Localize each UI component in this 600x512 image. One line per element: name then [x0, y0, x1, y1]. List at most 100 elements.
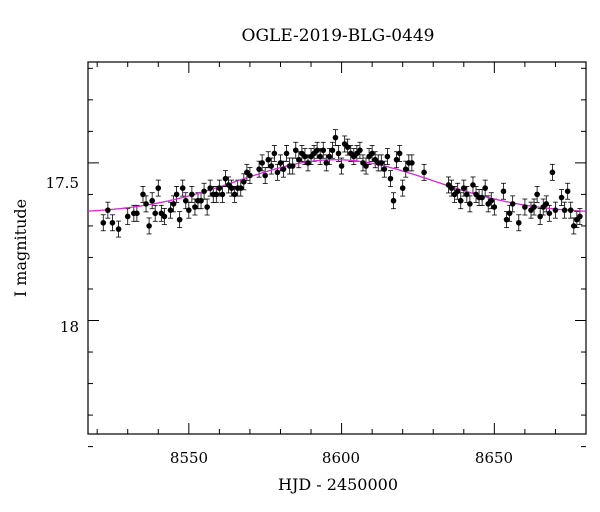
data-point	[558, 194, 565, 201]
data-point	[457, 197, 464, 204]
data-point	[305, 160, 311, 166]
data-point	[503, 216, 510, 223]
data-point	[543, 201, 550, 207]
data-point	[207, 185, 214, 191]
data-point	[296, 156, 302, 163]
data-point	[265, 156, 272, 163]
data-point	[247, 172, 253, 179]
data-point	[213, 191, 220, 198]
data-point	[335, 150, 342, 157]
data-point	[302, 153, 308, 160]
data-point	[277, 160, 284, 166]
data-point	[289, 163, 296, 169]
data-point	[280, 166, 287, 172]
data-point	[231, 191, 238, 198]
y-tick-label-17-5: 17.5	[46, 174, 79, 192]
data-point	[186, 207, 192, 213]
data-point	[143, 201, 149, 207]
data-point	[192, 204, 198, 210]
model-curve-group	[87, 159, 587, 212]
data-point	[577, 213, 583, 220]
data-point	[393, 156, 400, 163]
data-point	[274, 169, 281, 176]
data-point	[146, 223, 152, 229]
data-point	[228, 185, 235, 191]
chart-title: OGLE-2019-BLG-0449	[242, 26, 435, 46]
data-point	[396, 150, 403, 157]
data-point	[179, 185, 186, 191]
data-point	[549, 169, 556, 176]
x-tick-label-8550: 8550	[170, 449, 208, 467]
data-point	[570, 223, 577, 229]
model-curve	[87, 159, 587, 212]
data-point	[256, 166, 262, 172]
data-point	[176, 216, 183, 223]
data-point	[421, 169, 427, 176]
data-point	[491, 204, 498, 210]
data-point	[338, 163, 345, 169]
data-point	[140, 191, 146, 198]
data-point	[363, 163, 369, 169]
x-tick-label-8600: 8600	[322, 449, 360, 467]
data-point	[546, 210, 553, 217]
data-point	[567, 207, 574, 213]
data-point	[506, 210, 513, 217]
data-point	[237, 185, 244, 191]
data-point	[482, 185, 488, 191]
y-tick-label-18: 18	[60, 318, 79, 336]
y-axis-title: I magnitude	[11, 199, 30, 297]
data-point	[369, 150, 375, 157]
data-point	[105, 207, 111, 213]
data-point	[314, 147, 320, 154]
data-point	[390, 197, 397, 204]
data-point	[317, 153, 323, 160]
data-point	[531, 204, 537, 210]
data-point	[167, 207, 174, 213]
data-point	[378, 160, 385, 166]
data-point	[134, 210, 140, 217]
data-point	[259, 160, 265, 166]
data-point	[283, 150, 290, 157]
data-point	[292, 147, 299, 154]
data-point	[329, 147, 336, 154]
data-point	[488, 197, 495, 204]
data-point	[564, 188, 571, 195]
data-point	[537, 213, 543, 220]
data-point	[149, 197, 155, 204]
data-point	[332, 134, 339, 141]
data-point	[467, 201, 473, 207]
data-point	[561, 207, 568, 213]
data-point	[515, 219, 522, 226]
data-point	[460, 185, 467, 191]
data-point	[204, 204, 210, 210]
data-point	[271, 150, 278, 157]
data-point	[241, 178, 247, 185]
error-bars	[100, 129, 583, 238]
data-point	[182, 197, 189, 204]
data-point	[216, 185, 223, 191]
data-point	[344, 144, 351, 150]
data-point	[409, 160, 415, 166]
data-point	[534, 191, 540, 198]
data-point	[201, 188, 207, 195]
x-tick-label-8650: 8650	[475, 449, 513, 467]
data-point	[170, 201, 177, 207]
data-point	[381, 166, 388, 172]
data-point	[357, 147, 363, 154]
data-point	[320, 147, 327, 154]
data-point	[268, 163, 275, 169]
data-point	[323, 160, 330, 166]
data-point	[384, 153, 391, 160]
data-point	[479, 194, 485, 201]
data-point	[173, 191, 180, 198]
data-point	[198, 197, 204, 204]
data-point	[500, 188, 507, 195]
data-points	[100, 134, 583, 232]
data-point	[161, 213, 168, 220]
data-point	[100, 219, 107, 226]
data-point	[509, 201, 516, 207]
data-point	[454, 188, 461, 195]
axis-ticks	[88, 62, 587, 448]
data-point	[262, 172, 269, 179]
